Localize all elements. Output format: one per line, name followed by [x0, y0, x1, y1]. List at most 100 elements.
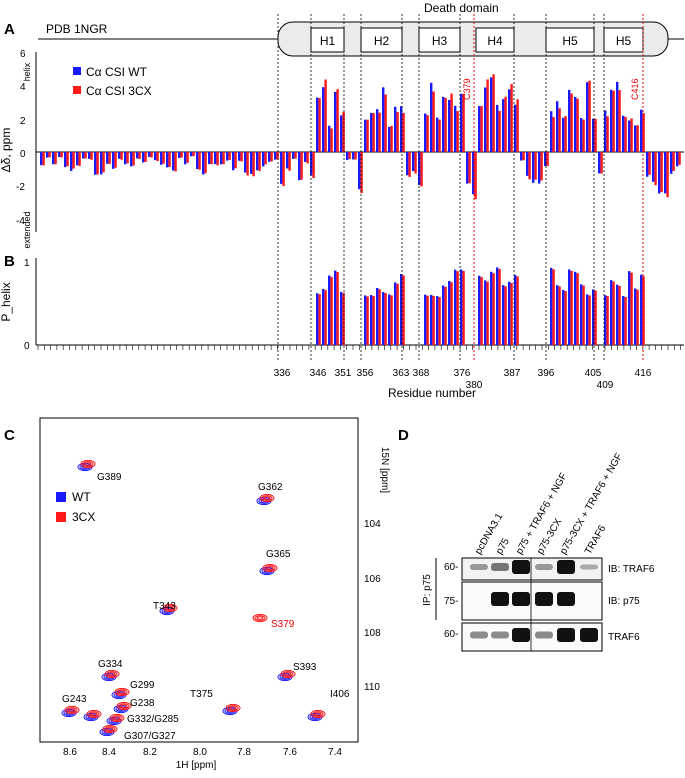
csi-bar-wt: [202, 152, 205, 175]
csi-bar-wt: [670, 152, 673, 174]
y-104: 104: [364, 519, 381, 530]
csi-bar-wt: [574, 96, 577, 152]
phelix-bar-3cx: [480, 277, 483, 345]
phelix-bar-3cx: [498, 268, 501, 345]
phelix-bar-3cx: [624, 297, 627, 345]
blot-band: [580, 564, 598, 570]
csi-bar-3cx: [222, 152, 225, 165]
phelix-bar-wt: [490, 271, 493, 345]
csi-bar-wt: [106, 152, 109, 164]
res-376: 376: [454, 368, 471, 379]
peak-contour-3cx: [64, 705, 80, 715]
peak-g334: G334: [98, 659, 123, 670]
peak-contour-3cx: [84, 462, 92, 466]
phelix-bars: [316, 267, 645, 345]
csi-bar-wt: [616, 81, 619, 152]
csi-bar-3cx: [66, 152, 69, 167]
csi-bar-3cx: [660, 152, 663, 193]
csi-bar-3cx: [336, 89, 339, 152]
csi-bar-wt: [334, 91, 337, 152]
phelix-bar-3cx: [432, 295, 435, 345]
csi-bar-wt: [88, 152, 91, 159]
csi-bar-wt: [52, 152, 55, 165]
peak-contour-3cx: [111, 715, 123, 721]
csi-bar-wt: [274, 152, 277, 160]
phelix-bar-wt: [454, 269, 457, 345]
phelix-bar-wt: [364, 295, 367, 345]
phelix-bar-3cx: [576, 273, 579, 345]
peak-g365: G365: [266, 549, 291, 560]
peak-contour-3cx: [118, 690, 126, 694]
phelix-bar-3cx: [582, 285, 585, 345]
peak-s379: S379: [271, 619, 295, 630]
pdb-label: PDB 1NGR: [46, 22, 108, 36]
peak-contour-3cx: [108, 672, 116, 676]
phelix-bar-3cx: [630, 272, 633, 345]
csi-bar-wt: [664, 152, 667, 194]
csi-bar-3cx: [630, 118, 633, 152]
csi-bar-3cx: [342, 111, 345, 152]
csi-bar-3cx: [228, 152, 231, 160]
blot-band: [535, 592, 553, 606]
csi-bar-wt: [340, 115, 343, 152]
csi-bar-3cx: [522, 152, 525, 161]
phelix-bar-3cx: [504, 286, 507, 345]
peak-g243: G243: [62, 694, 87, 705]
a-ytick-m2: -2: [16, 182, 25, 193]
csi-bar-wt: [592, 118, 595, 152]
csi-bars: [40, 74, 681, 200]
csi-bar-wt: [646, 152, 649, 177]
csi-bar-wt: [220, 152, 223, 165]
csi-bar-wt: [580, 118, 583, 152]
phelix-bar-wt: [502, 285, 505, 345]
res-405: 405: [585, 368, 602, 379]
csi-bar-wt: [328, 125, 331, 152]
residue-number-label: Residue number: [388, 386, 476, 400]
csi-bar-wt: [178, 152, 181, 159]
csi-bar-wt: [184, 152, 187, 165]
blot-band: [470, 564, 488, 570]
csi-bar-3cx: [126, 152, 129, 164]
blot-bands: [470, 560, 598, 642]
csi-bar-3cx: [354, 152, 357, 160]
csi-bar-3cx: [378, 112, 381, 152]
x-7.6: 7.6: [283, 747, 297, 758]
csi-bar-3cx: [534, 152, 537, 180]
phelix-bar-3cx: [438, 297, 441, 345]
csi-bar-3cx: [444, 97, 447, 152]
phelix-bar-3cx: [564, 291, 567, 345]
csi-bar-3cx: [300, 152, 303, 180]
csi-bar-3cx: [60, 152, 63, 158]
phelix-bar-wt: [496, 267, 499, 345]
panel-letter-a: A: [4, 21, 15, 38]
csi-bar-3cx: [432, 91, 435, 152]
peak-contour-3cx: [102, 724, 118, 734]
a-ytick-2: 2: [20, 116, 26, 127]
phelix-bar-3cx: [378, 289, 381, 345]
helix-label: H5: [616, 34, 632, 48]
phelix-bar-3cx: [444, 286, 447, 345]
phelix-bar-3cx: [510, 282, 513, 345]
peak-contour-3cx: [120, 704, 128, 708]
csi-bar-3cx: [558, 108, 561, 152]
phelix-bar-3cx: [486, 281, 489, 345]
csi-bar-3cx: [174, 152, 177, 172]
phelix-bar-wt: [316, 293, 319, 345]
csi-bar-wt: [322, 87, 325, 152]
peak-t375: T375: [190, 689, 213, 700]
x-7.8: 7.8: [237, 747, 251, 758]
phelix-bar-3cx: [426, 295, 429, 345]
peak-contour-3cx: [118, 703, 130, 709]
y-106: 106: [364, 574, 381, 585]
csi-bar-wt: [232, 152, 235, 171]
peak-contour-3cx: [259, 493, 275, 503]
peak-g238: G238: [130, 698, 155, 709]
phelix-bar-wt: [508, 281, 511, 345]
csi-bar-wt: [370, 112, 373, 152]
a-ytick-4: 4: [20, 82, 26, 93]
phelix-bar-wt: [400, 274, 403, 345]
csi-bar-wt: [610, 89, 613, 152]
phelix-bar-wt: [622, 296, 625, 345]
phelix-bar-3cx: [324, 290, 327, 345]
helix-box: [603, 27, 644, 53]
